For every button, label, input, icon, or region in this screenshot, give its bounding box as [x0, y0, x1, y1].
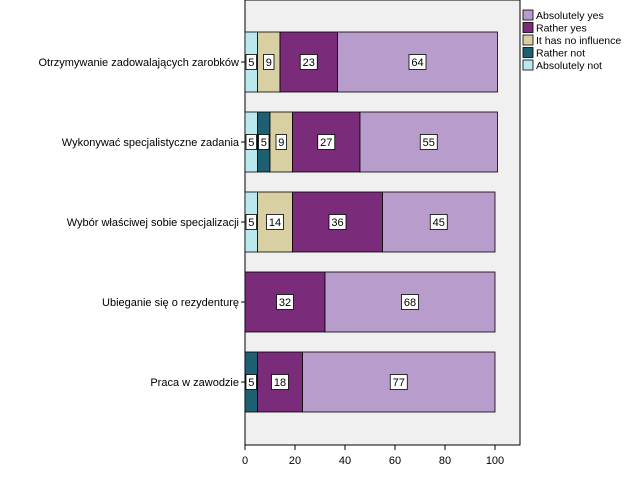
data-label-box	[299, 54, 318, 70]
data-label-box	[245, 54, 257, 70]
data-label: 9	[278, 137, 284, 149]
legend-label: It has no influence	[536, 35, 621, 47]
data-label-box	[276, 294, 294, 310]
data-label: 77	[393, 377, 405, 389]
data-label-box	[408, 54, 427, 70]
data-label-box	[401, 294, 419, 310]
legend-swatch	[522, 9, 534, 21]
legend-swatch	[522, 34, 534, 46]
category-label: Wybór właściwej sobie specjalizacji	[67, 217, 239, 229]
data-label: 27	[320, 137, 332, 149]
legend-label: Absolutely yes	[536, 10, 604, 22]
data-label: 5	[248, 57, 254, 69]
category-label: Otrzymywanie zadowalających zarobków	[38, 57, 239, 69]
category-label: Ubieganie się o rezydenturę	[102, 297, 239, 309]
data-label: 55	[423, 137, 435, 149]
legend-label: Rather not	[536, 48, 585, 60]
legend-label: Absolutely not	[536, 60, 602, 72]
data-label-box	[429, 214, 448, 230]
data-label-box	[245, 374, 257, 390]
legend-swatch	[522, 22, 534, 33]
legend-swatch	[522, 47, 534, 58]
category-label: Wykonywać specjalistyczne zadania	[62, 137, 240, 149]
x-tick-label: 40	[339, 455, 351, 467]
data-label: 68	[404, 297, 416, 309]
data-label: 5	[248, 377, 254, 389]
data-label: 36	[331, 217, 343, 229]
x-tick-label: 100	[486, 455, 504, 467]
data-label-box	[317, 134, 336, 150]
data-label-box	[266, 214, 284, 230]
data-label: 32	[279, 297, 291, 309]
data-label-box	[275, 134, 287, 150]
data-label: 23	[303, 57, 315, 69]
x-tick-label: 0	[242, 455, 248, 467]
data-label: 14	[269, 217, 281, 229]
x-axis: 0 20 40 60 80 100	[242, 445, 504, 467]
data-label: 5	[248, 217, 254, 229]
bar-segment	[337, 31, 498, 93]
data-label: 5	[261, 137, 267, 149]
legend-swatch	[522, 59, 534, 71]
data-label: 5	[248, 137, 254, 149]
data-label-box	[389, 374, 408, 390]
x-tick-label: 20	[289, 455, 301, 467]
legend-label: Rather yes	[536, 23, 587, 35]
data-label-box	[419, 134, 438, 150]
data-label: 45	[433, 217, 445, 229]
data-label-box	[263, 54, 275, 70]
data-label: 18	[274, 377, 286, 389]
data-label-box	[245, 214, 257, 230]
data-label: 9	[266, 57, 272, 69]
data-label: 64	[411, 57, 423, 69]
category-label: Praca w zawodzie	[150, 377, 239, 389]
x-tick-label: 80	[439, 455, 451, 467]
data-label-box	[328, 214, 347, 230]
data-label-box	[271, 374, 289, 390]
data-label-box	[258, 134, 270, 150]
data-label-box	[245, 134, 257, 150]
x-tick-label: 60	[389, 455, 401, 467]
category-labels: Otrzymywanie zadowalających zarobków Wyko…	[38, 57, 245, 389]
